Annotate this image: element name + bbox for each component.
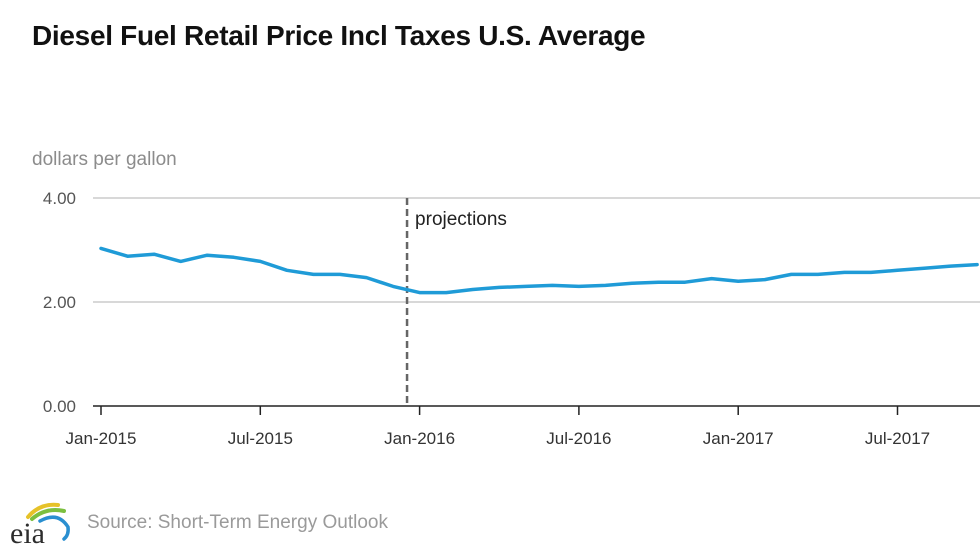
y-tick-label: 2.00 — [43, 293, 76, 312]
y-axis-ticks: 0.00 2.00 4.00 — [43, 189, 76, 416]
x-tick-label: Jan-2016 — [384, 429, 455, 448]
series-line — [99, 246, 979, 295]
projections-label: projections — [415, 209, 507, 230]
x-tick-label: Jul-2015 — [228, 429, 293, 448]
line-chart: 0.00 2.00 4.00 Jan-2015 Jul-2015 Jan-2016 Jul… — [43, 189, 980, 448]
x-tick-label: Jan-2015 — [66, 429, 137, 448]
x-tick-label: Jul-2017 — [865, 429, 930, 448]
y-axis-units-label: dollars per gallon — [32, 149, 177, 170]
series-layer — [99, 246, 979, 295]
eia-logo-icon: eia — [10, 502, 70, 549]
projections-divider: projections — [405, 198, 507, 406]
footer: eia Source: Short-Term Energy Outlook — [0, 495, 980, 552]
chart-title: Diesel Fuel Retail Price Incl Taxes U.S.… — [32, 20, 646, 51]
y-tick-label: 0.00 — [43, 397, 76, 416]
gridlines — [93, 197, 980, 303]
y-tick-label: 4.00 — [43, 189, 76, 208]
source-note: Source: Short-Term Energy Outlook — [87, 512, 388, 533]
x-axis: Jan-2015 Jul-2015 Jan-2016 Jul-2016 Jan-2017… — [66, 405, 980, 448]
x-tick-label: Jan-2017 — [703, 429, 774, 448]
eia-logo-text: eia — [10, 517, 45, 549]
x-tick-label: Jul-2016 — [546, 429, 611, 448]
